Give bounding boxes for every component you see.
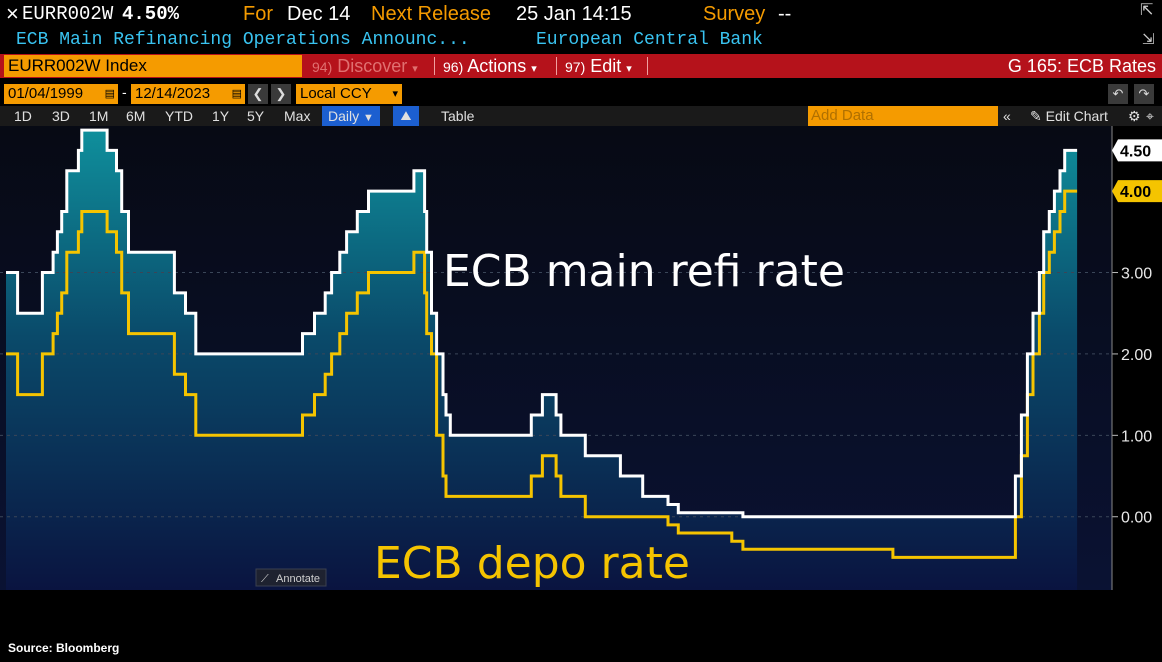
y-axis: 0.00 1.00 2.00 3.00 bbox=[1111, 126, 1152, 590]
discover-menu[interactable]: 94) Discover ▾ bbox=[312, 54, 418, 78]
annotate-icon: ⟋ bbox=[261, 573, 269, 585]
function-title: G 165: ECB Rates bbox=[1007, 56, 1156, 76]
chevron-down-icon: ▾ bbox=[626, 63, 632, 75]
security-input[interactable]: EURR002W Index bbox=[4, 55, 302, 77]
edit-chart-label: Edit Chart bbox=[1045, 108, 1108, 124]
actions-label: Actions bbox=[467, 56, 527, 76]
period-ytd[interactable]: YTD bbox=[165, 108, 193, 124]
toolbar: EURR002W Index 94) Discover ▾ 96) Action… bbox=[0, 54, 1162, 78]
end-date-value: 12/14/2023 bbox=[135, 85, 211, 102]
period-max[interactable]: Max bbox=[284, 108, 311, 124]
chevron-down-icon: ▾ bbox=[412, 63, 418, 75]
last-value-badges: 4.50 4.00 bbox=[1112, 139, 1162, 203]
period-3d[interactable]: 3D bbox=[52, 108, 70, 124]
next-release-date: 25 Jan 14:15 bbox=[516, 3, 632, 25]
security-header: × EURR002W 4.50% For Dec 14 Next Release… bbox=[0, 0, 1162, 30]
end-date-input[interactable]: 12/14/2023 ▤ bbox=[131, 84, 245, 104]
next-release-label: Next Release bbox=[371, 3, 492, 25]
frequency-select[interactable]: Daily ▼ bbox=[322, 106, 380, 126]
source-note: Source: Bloomberg bbox=[8, 641, 120, 655]
depo-label: ECB depo rate bbox=[374, 538, 690, 589]
discover-number: 94) bbox=[312, 59, 333, 75]
y-tick-label: 2.00 bbox=[1121, 347, 1152, 364]
period-row: 1D 3D 1M 6M YTD 1Y 5Y Max Daily ▼ ⛰ Tabl… bbox=[0, 106, 1162, 126]
last-value: 4.50% bbox=[122, 3, 180, 25]
y-tick-label: 0.00 bbox=[1121, 510, 1152, 527]
depo-last-value-badge bbox=[1112, 180, 1162, 203]
add-data-input[interactable]: Add Data bbox=[808, 106, 998, 126]
date-separator: - bbox=[122, 84, 127, 100]
period-5y[interactable]: 5Y bbox=[247, 108, 265, 124]
start-date-input[interactable]: 01/04/1999 ▤ bbox=[4, 84, 118, 104]
survey-label: Survey bbox=[703, 3, 766, 25]
annotate-button[interactable]: Annotate ⟋ bbox=[255, 568, 327, 587]
refi-rate-line bbox=[6, 128, 1078, 519]
period-1d[interactable]: 1D bbox=[14, 108, 32, 124]
chevron-down-icon: ▼ bbox=[363, 112, 374, 124]
for-date: Dec 14 bbox=[287, 3, 351, 25]
y-tick-label: 3.00 bbox=[1121, 266, 1152, 283]
calendar-icon: ▤ bbox=[104, 88, 115, 100]
discover-label: Discover bbox=[337, 56, 408, 76]
calendar-icon: ▤ bbox=[231, 88, 242, 100]
table-button[interactable]: Table bbox=[441, 108, 475, 124]
security-description: ECB Main Refinancing Operations Announc.… bbox=[16, 30, 470, 50]
source-organization: European Central Bank bbox=[536, 30, 763, 50]
chart-type-icon[interactable]: ⛰ bbox=[393, 106, 419, 126]
actions-menu[interactable]: 96) Actions ▾ bbox=[443, 54, 537, 78]
for-label: For bbox=[243, 3, 273, 25]
settings-icon[interactable]: ⚙ bbox=[1128, 108, 1141, 124]
currency-value: Local CCY bbox=[300, 85, 372, 102]
edit-number: 97) bbox=[565, 59, 586, 75]
rate-chart: 0.001.002.003.00 2000-20042005-20092010-… bbox=[0, 126, 1162, 638]
prev-period-button[interactable]: ❮ bbox=[248, 84, 268, 104]
refi-label: ECB main refi rate bbox=[443, 246, 845, 297]
start-date-value: 01/04/1999 bbox=[8, 85, 84, 102]
edit-menu[interactable]: 97) Edit ▾ bbox=[565, 54, 632, 78]
pencil-icon: ✎ bbox=[1030, 108, 1042, 124]
y-tick-label: 1.00 bbox=[1121, 428, 1152, 445]
undo-button[interactable]: ↶ bbox=[1108, 84, 1128, 104]
edit-label: Edit bbox=[590, 56, 622, 76]
refi-last-value-label: 4.50 bbox=[1120, 143, 1151, 160]
expand-icon-2[interactable]: ⇲ bbox=[1142, 31, 1155, 48]
description-row: ECB Main Refinancing Operations Announc.… bbox=[0, 30, 1162, 54]
redo-button[interactable]: ↷ bbox=[1134, 84, 1154, 104]
refi-area-fill bbox=[6, 130, 1078, 590]
pin-icon[interactable]: ⌖ bbox=[1146, 108, 1154, 124]
ticker-label: EURR002W bbox=[22, 3, 114, 25]
frequency-value: Daily bbox=[328, 108, 360, 124]
annotate-label: Annotate bbox=[276, 573, 320, 585]
edit-chart-button[interactable]: ✎ Edit Chart bbox=[1030, 106, 1108, 126]
refi-last-value-badge bbox=[1112, 139, 1162, 162]
expand-icon[interactable]: ⇱ bbox=[1140, 2, 1154, 19]
next-period-button[interactable]: ❯ bbox=[271, 84, 291, 104]
period-1y[interactable]: 1Y bbox=[212, 108, 230, 124]
currency-select[interactable]: Local CCY ▾ bbox=[296, 84, 402, 104]
date-range-row: 01/04/1999 ▤ - 12/14/2023 ▤ ❮ ❯ Local CC… bbox=[0, 82, 1162, 106]
close-icon[interactable]: × bbox=[6, 1, 19, 26]
period-6m[interactable]: 6M bbox=[126, 108, 146, 124]
chevron-down-icon: ▾ bbox=[531, 63, 537, 75]
survey-value: -- bbox=[778, 3, 792, 25]
period-1m[interactable]: 1M bbox=[89, 108, 109, 124]
actions-number: 96) bbox=[443, 59, 464, 75]
depo-last-value-label: 4.00 bbox=[1120, 184, 1151, 201]
chevron-down-icon: ▾ bbox=[392, 88, 398, 100]
collapse-icon[interactable]: « bbox=[1003, 108, 1011, 124]
